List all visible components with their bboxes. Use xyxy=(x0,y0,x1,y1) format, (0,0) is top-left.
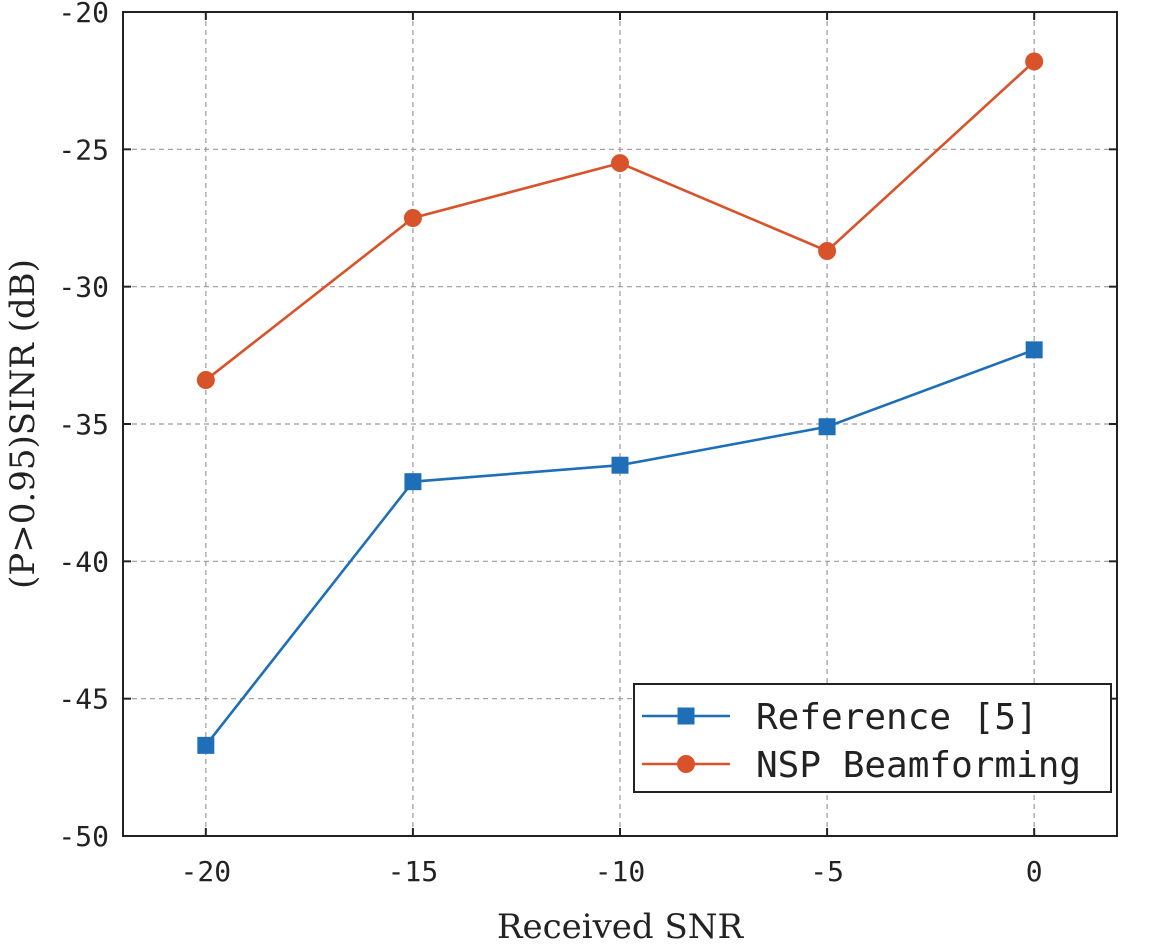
x-tick-label: -5 xyxy=(810,855,844,888)
data-point xyxy=(611,154,629,173)
y-tick-label: -50 xyxy=(58,820,109,853)
y-tick-label: -40 xyxy=(58,545,109,578)
legend: Reference [5] NSP Beamforming xyxy=(633,683,1112,793)
legend-item: Reference [5] xyxy=(642,697,1038,738)
y-tick-label: -35 xyxy=(58,408,109,441)
legend-label: NSP Beamforming xyxy=(756,745,1081,786)
y-tick-label: -25 xyxy=(58,133,109,166)
ticks: -20 -15 -10 -5 0-50-45-40-35-30-25-20 xyxy=(58,0,1117,888)
y-tick-label: -45 xyxy=(58,683,109,716)
x-tick-label: 0 xyxy=(1026,855,1043,888)
data-point xyxy=(404,473,422,491)
y-tick-label: -30 xyxy=(58,271,109,304)
legend-box xyxy=(633,683,1112,793)
legend-item: NSP Beamforming xyxy=(642,745,1081,786)
data-point xyxy=(403,209,422,227)
data-point xyxy=(611,456,629,474)
data-point xyxy=(196,371,215,390)
series-2 xyxy=(196,52,1044,390)
legend-label: Reference [5] xyxy=(756,697,1038,738)
x-tick-label: -10 xyxy=(595,855,646,888)
data-point xyxy=(818,241,837,260)
data-point xyxy=(197,736,215,754)
y-axis-label: (P>0.95)SINR (dB) xyxy=(3,259,43,589)
legend-swatch-marker xyxy=(677,755,695,773)
x-axis-label: Received SNR xyxy=(497,907,745,946)
x-tick-label: -20 xyxy=(181,855,232,888)
legend-swatch-marker xyxy=(677,707,695,725)
data-point xyxy=(818,418,836,436)
series-layer xyxy=(196,52,1044,754)
data-point xyxy=(1025,52,1044,71)
series-1 xyxy=(197,341,1043,754)
y-tick-label: -20 xyxy=(58,0,109,29)
x-tick-label: -15 xyxy=(388,855,439,888)
data-point xyxy=(1025,341,1043,359)
